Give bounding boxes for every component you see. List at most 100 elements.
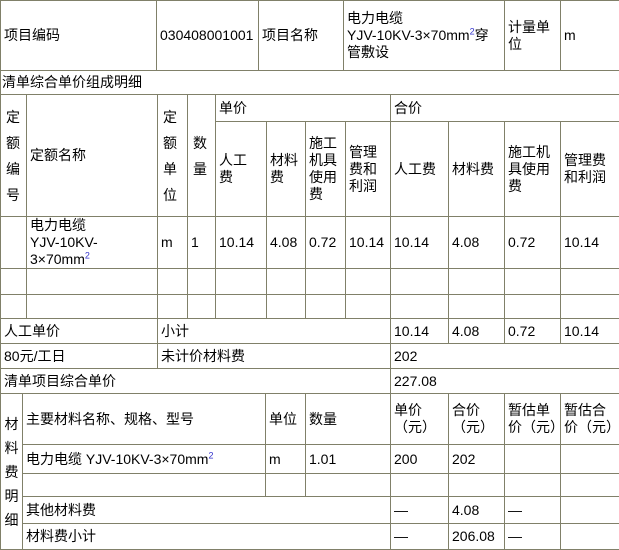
empty-cell [391, 269, 449, 295]
quota-code-header: 定 额 编 号 [1, 95, 27, 217]
tp-material-cell: 4.08 [449, 217, 505, 269]
subtotal-overhead-cell: 10.14 [561, 319, 619, 344]
material-detail-table: 材 料 费 明 细 主要材料名称、规格、型号 单位 数量 单价 （元） 合价 （… [0, 393, 619, 550]
up-material-cell: 4.08 [267, 217, 306, 269]
empty-cell [346, 269, 391, 295]
material-subtotal-est-total [561, 524, 619, 550]
material-subtotal-label: 材料费小计 [23, 524, 391, 550]
material-qty-header: 数量 [306, 394, 391, 445]
tp-material-header: 材料费 [449, 122, 505, 217]
superscript-2: 2 [208, 450, 213, 460]
empty-quota-row [1, 269, 619, 295]
empty-cell [23, 474, 266, 497]
empty-cell [505, 269, 561, 295]
empty-cell [266, 474, 306, 497]
subtotal-machine-cell: 0.72 [505, 319, 561, 344]
project-name-value: 电力电缆 YJV-10KV-3×70mm2穿 管敷设 [344, 1, 505, 71]
material-name-header: 主要材料名称、规格、型号 [23, 394, 266, 445]
empty-cell [27, 269, 158, 295]
empty-cell [267, 295, 306, 319]
material-price-header: 单价 （元） [391, 394, 449, 445]
tp-overhead-header: 管理费 和利润 [561, 122, 619, 217]
empty-cell [306, 474, 391, 497]
empty-cell [449, 474, 505, 497]
quota-name-cell: 电力电缆 YJV-10KV-3×70mm2 [27, 217, 158, 269]
up-overhead-header: 管理 费和 利润 [346, 122, 391, 217]
project-header-row: 项目编码 030408001001 项目名称 电力电缆 YJV-10KV-3×7… [1, 1, 619, 71]
unpriced-material-row: 80元/工日 未计价材料费 202 [1, 344, 619, 369]
project-code-value: 030408001001 [157, 1, 259, 71]
empty-cell [561, 474, 619, 497]
tp-labor-header: 人工费 [391, 122, 449, 217]
up-machine-header: 施工 机具 使用 费 [306, 122, 346, 217]
material-data-row: 电力电缆 YJV-10KV-3×70mm2 m 1.01 200 202 [1, 445, 619, 474]
tp-overhead-cell: 10.14 [561, 217, 619, 269]
empty-cell [449, 269, 505, 295]
material-total-header: 合价 （元） [449, 394, 505, 445]
empty-cell [158, 269, 188, 295]
comprehensive-price-row: 清单项目综合单价 227.08 [1, 369, 619, 394]
empty-cell [561, 269, 619, 295]
empty-cell [306, 295, 346, 319]
empty-cell [158, 295, 188, 319]
material-est-total-header: 暂估合 价（元） [561, 394, 619, 445]
empty-cell [306, 269, 346, 295]
empty-cell [391, 295, 449, 319]
quota-data-row: 电力电缆 YJV-10KV-3×70mm2 m 1 10.14 4.08 0.7… [1, 217, 619, 269]
other-material-total: 4.08 [449, 497, 505, 524]
empty-cell [216, 295, 267, 319]
tp-machine-cell: 0.72 [505, 217, 561, 269]
empty-cell [188, 269, 216, 295]
quota-analysis-table: 定 额 编 号 定额名称 定 额 单 位 数 量 单价 合价 人工 费 材料 费… [0, 94, 619, 394]
labor-price-label: 人工单价 [1, 319, 158, 344]
material-price-cell: 200 [391, 445, 449, 474]
quantity-header: 数 量 [188, 95, 216, 217]
empty-cell [561, 295, 619, 319]
up-labor-cell: 10.14 [216, 217, 267, 269]
quota-qty-cell: 1 [188, 217, 216, 269]
empty-cell [267, 269, 306, 295]
empty-cell [391, 474, 449, 497]
total-price-group-header: 合价 [391, 95, 619, 122]
quota-name-header: 定额名称 [27, 95, 158, 217]
superscript-2: 2 [85, 250, 90, 260]
comprehensive-price-value: 227.08 [391, 369, 619, 394]
subtotal-label: 小计 [158, 319, 391, 344]
other-material-est-price: — [505, 497, 561, 524]
other-material-row: 其他材料费 — 4.08 — [1, 497, 619, 524]
up-overhead-cell: 10.14 [346, 217, 391, 269]
material-unit-cell: m [266, 445, 306, 474]
unpriced-material-value: 202 [391, 344, 619, 369]
other-material-est-total [561, 497, 619, 524]
material-section-side-label: 材 料 费 明 细 [1, 394, 23, 550]
material-subtotal-row: 材料费小计 — 206.08 — [1, 524, 619, 550]
empty-cell [449, 295, 505, 319]
comprehensive-price-label: 清单项目综合单价 [1, 369, 391, 394]
material-total-cell: 202 [449, 445, 505, 474]
quota-header-row-1: 定 额 编 号 定额名称 定 额 单 位 数 量 单价 合价 [1, 95, 619, 122]
empty-quota-row [1, 295, 619, 319]
project-header-table: 项目编码 030408001001 项目名称 电力电缆 YJV-10KV-3×7… [0, 0, 619, 95]
empty-cell [346, 295, 391, 319]
quota-code-cell [1, 217, 27, 269]
material-est-price-cell [505, 445, 561, 474]
subtotal-material-cell: 4.08 [449, 319, 505, 344]
material-est-price-header: 暂估单 价（元） [505, 394, 561, 445]
labor-price-value: 80元/工日 [1, 344, 158, 369]
empty-material-row [1, 474, 619, 497]
material-name-text: 电力电缆 YJV-10KV-3×70mm [26, 451, 208, 467]
empty-cell [1, 295, 27, 319]
quota-unit-cell: m [158, 217, 188, 269]
measure-unit-value: m [561, 1, 619, 71]
up-labor-header: 人工 费 [216, 122, 267, 217]
up-material-header: 材料 费 [267, 122, 306, 217]
material-qty-cell: 1.01 [306, 445, 391, 474]
unit-price-group-header: 单价 [216, 95, 391, 122]
quota-unit-header: 定 额 单 位 [158, 95, 188, 217]
project-code-label: 项目编码 [1, 1, 157, 71]
empty-cell [27, 295, 158, 319]
section-title: 清单综合单价组成明细 [1, 71, 619, 95]
tp-labor-cell: 10.14 [391, 217, 449, 269]
empty-cell [216, 269, 267, 295]
empty-cell [188, 295, 216, 319]
